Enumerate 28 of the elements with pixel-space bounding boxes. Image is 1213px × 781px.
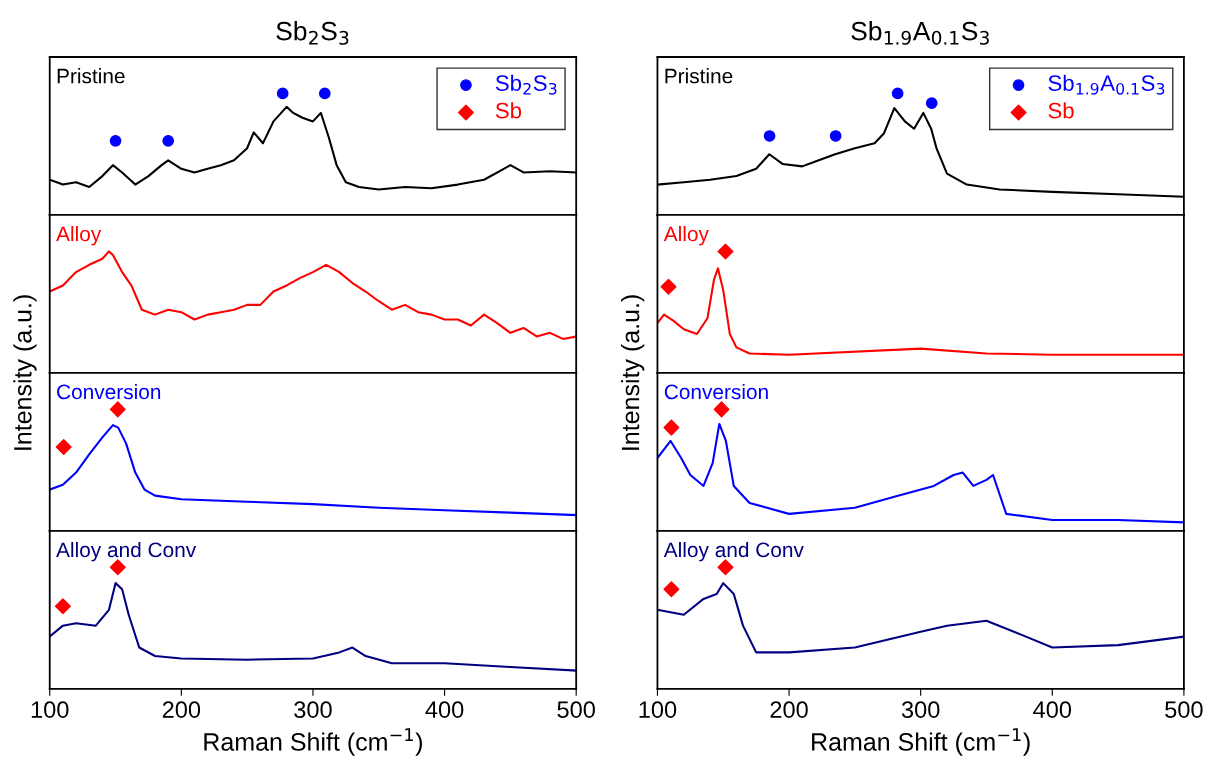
text: Alloy (56, 226, 102, 246)
text: Conversion (664, 383, 768, 400)
text: Alloy (663, 226, 709, 246)
x-tick-label: 300 (294, 701, 332, 718)
x-axis-title: Raman Shift (cm$^{−1}$) (812, 728, 1030, 756)
x-tick-label: 200 (162, 701, 201, 718)
text: Alloy and Conv (663, 541, 804, 562)
x-tick-label: 300 (901, 701, 940, 718)
text: Alloy and Conv (56, 541, 197, 562)
y-axis-title: Intensity (a.u.) (620, 295, 645, 450)
text: Conversion (57, 383, 161, 400)
x-tick-label: 500 (557, 701, 595, 718)
x-tick-label: 200 (770, 701, 808, 718)
x-tick-label: 400 (425, 701, 464, 718)
x-tick-label: 500 (1165, 701, 1203, 718)
legend-label: Sb$_{2}$S$_{3}$ (495, 74, 557, 95)
legend-label: Sb (1048, 102, 1074, 119)
chart-title: Sb$_{1.9}$A$_{0.1}$S$_{3}$ (851, 21, 989, 45)
x-axis-title: Raman Shift (cm$^{−1}$) (204, 728, 422, 756)
x-tick-label: 400 (1033, 701, 1072, 718)
legend-label: Sb (495, 102, 522, 119)
y-axis-title: Intensity (a.u.) (13, 295, 37, 450)
text: Pristine (57, 68, 125, 84)
legend-label: Sb$_{1.9}$A$_{0.1}$S$_{3}$ (1048, 74, 1165, 95)
text: Pristine (665, 68, 733, 84)
x-tick-label: 100 (31, 701, 69, 718)
x-tick-label: 100 (639, 701, 677, 718)
chart-title: Sb$_{2}$S$_{3}$ (276, 21, 349, 45)
